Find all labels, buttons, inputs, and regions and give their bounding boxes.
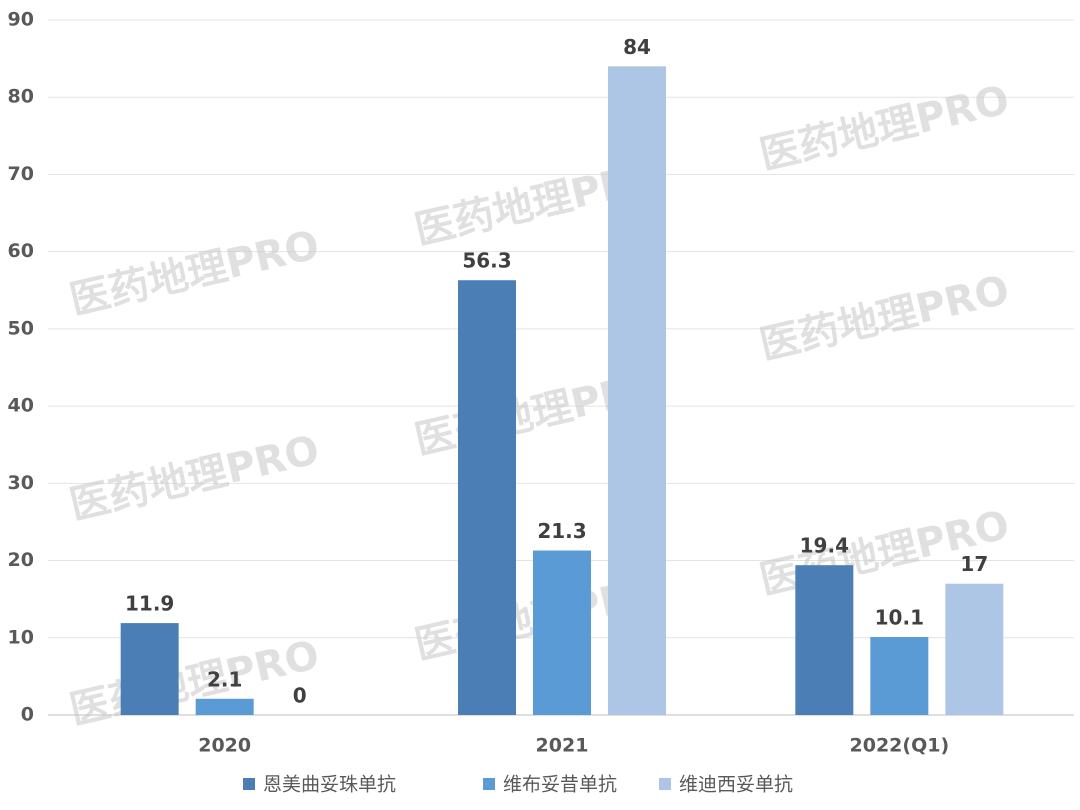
watermark: 医药地理PRO <box>66 222 324 324</box>
bar <box>458 280 516 715</box>
y-tick-label: 20 <box>8 549 34 571</box>
value-label: 84 <box>623 35 651 59</box>
value-label: 11.9 <box>125 592 174 616</box>
y-tick-label: 80 <box>8 86 34 108</box>
y-tick-label: 10 <box>8 626 34 648</box>
watermark: 医药地理PRO <box>756 267 1014 369</box>
y-tick-label: 90 <box>8 9 34 31</box>
y-tick-label: 40 <box>8 395 34 417</box>
legend-label: 恩美曲妥珠单抗 <box>263 774 396 796</box>
bar <box>870 637 929 715</box>
y-tick-label: 70 <box>8 163 34 185</box>
bar <box>945 583 1004 715</box>
legend-label: 维布妥昔单抗 <box>503 774 617 796</box>
y-tick-label: 50 <box>8 317 34 339</box>
watermark: 医药地理PRO <box>66 427 324 529</box>
value-label: 2.1 <box>207 667 242 691</box>
legend-swatch <box>483 778 495 790</box>
value-label: 10.1 <box>875 606 924 630</box>
legend-swatch <box>659 778 671 790</box>
y-tick-label: 0 <box>21 704 34 726</box>
watermark: 医药地理PRO <box>66 632 324 734</box>
value-label: 17 <box>960 552 988 576</box>
bar <box>533 550 591 715</box>
x-tick-label: 2020 <box>198 735 251 757</box>
bar <box>795 565 854 715</box>
watermark: 医药地理PRO <box>756 77 1014 179</box>
bar <box>120 623 179 715</box>
value-label: 21.3 <box>537 519 586 543</box>
value-label: 19.4 <box>800 534 849 558</box>
value-label: 0 <box>293 684 307 708</box>
x-tick-label: 2021 <box>536 735 589 757</box>
value-label: 56.3 <box>462 249 511 273</box>
bar <box>195 698 254 715</box>
y-tick-label: 30 <box>8 472 34 494</box>
x-tick-label: 2022(Q1) <box>850 735 950 757</box>
legend-label: 维迪西妥单抗 <box>679 774 793 796</box>
legend-swatch <box>243 778 255 790</box>
y-tick-label: 60 <box>8 240 34 262</box>
bar <box>608 66 666 716</box>
